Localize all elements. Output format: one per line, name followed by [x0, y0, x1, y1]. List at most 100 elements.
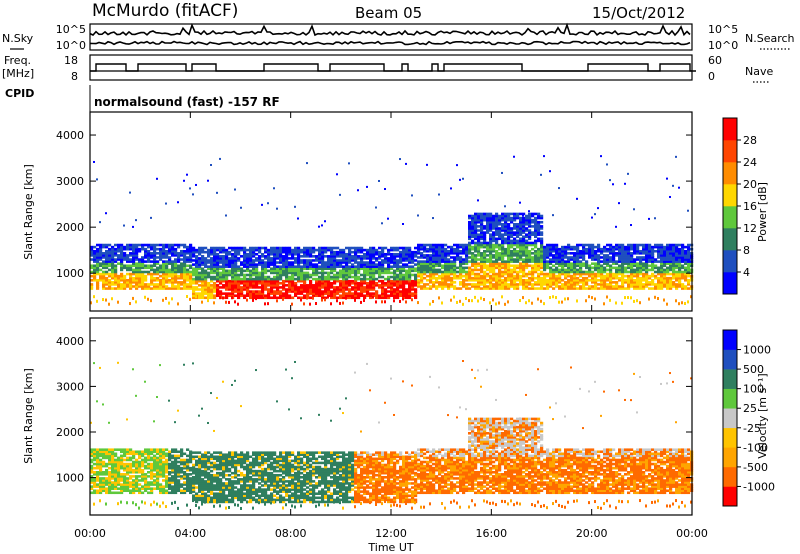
heatmap-cell	[207, 290, 211, 293]
heatmap-cell	[648, 258, 652, 261]
heatmap-cell	[120, 272, 124, 276]
heatmap-cell	[162, 456, 166, 460]
heatmap-cell	[627, 285, 631, 288]
heatmap-cell	[93, 450, 97, 454]
heatmap-cell	[423, 272, 427, 276]
heatmap-cell	[657, 260, 661, 263]
heatmap-cell	[105, 256, 109, 259]
heatmap-cell	[180, 460, 184, 464]
heatmap-cell	[405, 257, 409, 260]
heatmap-cell	[360, 273, 364, 277]
heatmap-cell	[144, 487, 148, 490]
heatmap-cell	[522, 245, 526, 249]
heatmap-cell	[540, 287, 544, 290]
heatmap-cell	[159, 466, 163, 470]
heatmap-cell	[450, 187, 452, 190]
heatmap-cell	[219, 257, 223, 260]
heatmap-cell	[312, 288, 316, 291]
heatmap-cell	[444, 276, 448, 280]
heatmap-cell	[504, 254, 508, 257]
heatmap-cell	[381, 248, 385, 252]
heatmap-cell	[231, 252, 235, 256]
heatmap-cell	[648, 247, 652, 251]
heatmap-cell	[411, 286, 415, 289]
heatmap-cell	[327, 275, 331, 279]
heatmap-cell	[561, 285, 565, 288]
heatmap-cell	[129, 278, 133, 282]
heatmap-cell	[279, 267, 283, 271]
heatmap-cell	[492, 239, 496, 243]
heatmap-cell	[234, 286, 238, 289]
heatmap-cell	[606, 278, 610, 282]
heatmap-cell	[645, 268, 649, 272]
heatmap-cell	[375, 292, 379, 295]
heatmap-cell	[198, 292, 202, 295]
heatmap-cell	[369, 259, 373, 262]
heatmap-cell	[435, 276, 439, 280]
heatmap-cell	[429, 270, 433, 274]
heatmap-cell	[495, 214, 499, 218]
heatmap-cell	[252, 267, 256, 271]
heatmap-cell	[321, 271, 325, 275]
heatmap-cell	[312, 246, 316, 250]
heatmap-cell	[228, 261, 232, 264]
heatmap-cell	[417, 283, 421, 286]
heatmap-cell	[534, 231, 538, 234]
heatmap-cell	[618, 249, 622, 253]
heatmap-cell	[612, 287, 616, 290]
heatmap-cell	[216, 275, 220, 279]
heatmap-cell	[561, 258, 565, 261]
heatmap-cell	[522, 268, 526, 272]
heatmap-cell	[114, 258, 118, 261]
heatmap-cell	[141, 458, 145, 462]
heatmap-cell	[438, 268, 442, 272]
heatmap-cell	[687, 270, 691, 274]
heatmap-cell	[678, 268, 682, 272]
heatmap-cell	[351, 263, 355, 266]
heatmap-cell	[282, 292, 286, 295]
heatmap-cell	[168, 458, 172, 462]
heatmap-cell	[171, 270, 175, 274]
heatmap-cell	[270, 284, 274, 287]
heatmap-cell	[498, 243, 502, 247]
heatmap-cell	[228, 288, 232, 291]
heatmap-cell	[645, 252, 649, 255]
heatmap-cell	[504, 262, 508, 265]
heatmap-cell	[372, 281, 376, 285]
heatmap-cell	[570, 247, 574, 251]
noise-left-tick-top: 10^5	[56, 23, 86, 36]
heatmap-cell	[543, 254, 547, 257]
heatmap-cell	[420, 264, 424, 268]
heatmap-cell	[105, 468, 109, 472]
heatmap-cell	[318, 281, 322, 285]
heatmap-cell	[165, 264, 169, 268]
heatmap-cell	[411, 279, 415, 283]
heatmap-cell	[186, 256, 190, 259]
heatmap-cell	[156, 502, 158, 506]
heatmap-cell	[126, 462, 130, 466]
heatmap-cell	[591, 296, 593, 300]
heatmap-cell	[324, 220, 326, 223]
heatmap-cell	[357, 288, 361, 291]
heatmap-cell	[663, 270, 667, 274]
heatmap-cell	[597, 274, 601, 278]
heatmap-cell	[588, 245, 592, 249]
heatmap-cell	[675, 270, 679, 274]
heatmap-cell	[585, 278, 589, 282]
heatmap-cell	[366, 248, 370, 252]
heatmap-cell	[99, 485, 103, 488]
heatmap-cell	[600, 264, 604, 268]
heatmap-cell	[396, 292, 400, 295]
heatmap-cell	[102, 462, 106, 466]
heatmap-cell	[288, 296, 292, 300]
heatmap-cell	[162, 470, 166, 474]
heatmap-cell	[561, 247, 565, 251]
heatmap-cell	[303, 284, 307, 287]
heatmap-cell	[117, 458, 121, 462]
heatmap-cell	[426, 260, 430, 263]
heatmap-cell	[501, 218, 505, 222]
heatmap-cell	[633, 245, 637, 249]
heatmap-cell	[624, 182, 626, 185]
heatmap-cell	[129, 276, 133, 280]
heatmap-cell	[621, 270, 625, 274]
